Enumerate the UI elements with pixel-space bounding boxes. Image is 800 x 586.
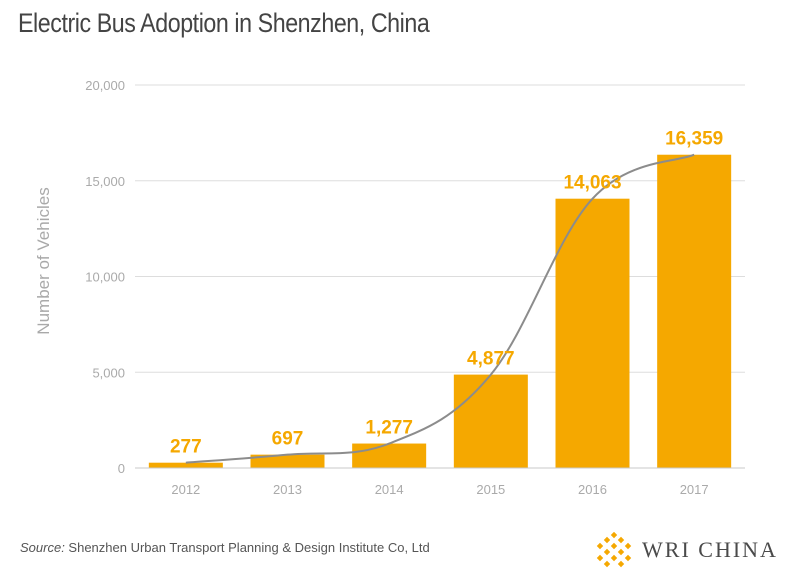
- y-tick-label: 5,000: [92, 365, 125, 380]
- logo-diamond: [603, 560, 611, 568]
- data-label: 277: [170, 437, 202, 458]
- y-tick-label: 15,000: [85, 174, 125, 189]
- bar: [555, 198, 630, 468]
- bar: [352, 443, 427, 468]
- logo-diamond: [610, 542, 618, 550]
- x-tick-label: 2014: [375, 482, 404, 497]
- chart-title: Electric Bus Adoption in Shenzhen, China: [18, 8, 430, 38]
- logo-diamond: [617, 560, 625, 568]
- x-tick-label: 2015: [476, 482, 505, 497]
- logo-diamond: [617, 548, 625, 556]
- source-text: Shenzhen Urban Transport Planning & Desi…: [64, 540, 430, 555]
- logo-diamond: [624, 542, 632, 550]
- logo-diamond: [603, 548, 611, 556]
- logo-text: WRI CHINA: [642, 537, 778, 562]
- trend-line: [185, 153, 695, 464]
- wri-lattice-icon: [596, 532, 632, 568]
- wri-china-logo: WRI CHINA: [596, 530, 778, 570]
- data-label: 14,063: [563, 173, 621, 194]
- bar: [148, 462, 223, 468]
- bar: [250, 454, 325, 468]
- logo-diamond: [610, 554, 618, 562]
- data-label: 4,877: [467, 349, 515, 370]
- logo-diamond: [596, 542, 604, 550]
- x-tick-label: 2017: [680, 482, 709, 497]
- source-prefix: Source:: [20, 540, 65, 555]
- chart-area: 0 5,000 10,000 15,000 20,000 277 697 1,277 4,877…: [85, 78, 745, 497]
- x-tick-label: 2016: [578, 482, 607, 497]
- logo-diamond: [603, 536, 611, 544]
- y-tick-label: 20,000: [85, 78, 125, 93]
- data-label: 16,359: [665, 129, 723, 150]
- y-tick-label: 0: [118, 461, 125, 476]
- data-label: 1,277: [365, 418, 413, 439]
- data-label: 697: [272, 429, 304, 450]
- y-tick-label: 10,000: [85, 270, 125, 285]
- bar: [453, 374, 528, 468]
- logo-diamond: [617, 536, 625, 544]
- logo-diamond: [596, 554, 604, 562]
- bar: [657, 154, 732, 468]
- logo-diamond: [624, 554, 632, 562]
- source-note: Source: Shenzhen Urban Transport Plannin…: [20, 540, 430, 555]
- x-tick-label: 2013: [273, 482, 302, 497]
- logo-diamond: [610, 532, 618, 539]
- x-tick-label: 2012: [171, 482, 200, 497]
